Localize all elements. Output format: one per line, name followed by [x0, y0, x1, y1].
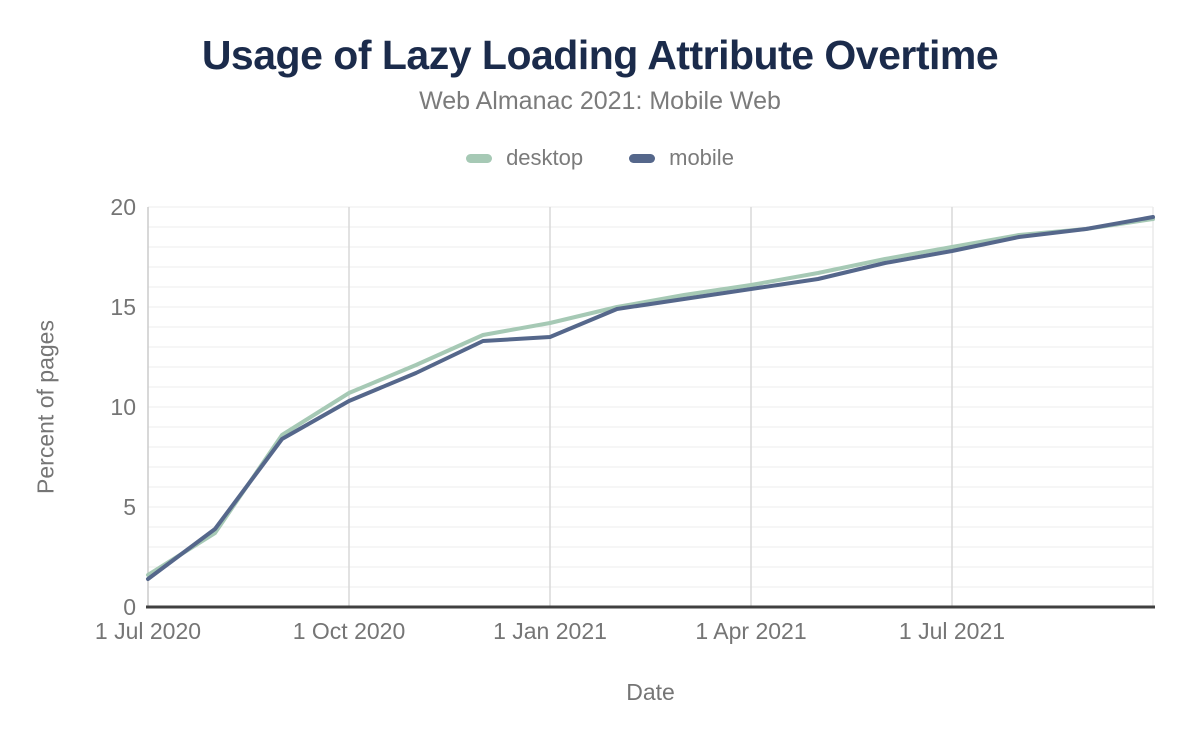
legend-label-desktop: desktop — [506, 145, 584, 170]
chart-legend: desktop mobile — [0, 145, 1200, 171]
mobile-series-line — [146, 215, 1155, 581]
y-tick-label: 0 — [123, 594, 136, 620]
legend-label-mobile: mobile — [669, 145, 734, 170]
desktop-series-swatch-icon — [466, 153, 493, 163]
y-tick-label: 5 — [123, 494, 136, 520]
y-tick-label: 10 — [110, 394, 136, 420]
x-tick-label: 1 Jan 2021 — [493, 618, 607, 644]
x-tick-label: 1 Jul 2020 — [94, 618, 202, 644]
x-tick-label: 1 Jul 2021 — [898, 618, 1006, 644]
y-tick-label: 15 — [110, 294, 136, 320]
legend-item-mobile: mobile — [629, 145, 734, 171]
desktop-series-line — [146, 217, 1155, 577]
legend-item-desktop: desktop — [466, 145, 583, 171]
x-axis-title: Date — [626, 679, 675, 705]
x-tick-label: 1 Oct 2020 — [292, 618, 406, 644]
chart-subtitle: Web Almanac 2021: Mobile Web — [419, 87, 781, 115]
y-tick-label: 20 — [110, 194, 136, 220]
mobile-series-swatch-icon — [629, 153, 656, 163]
chart-title: Usage of Lazy Loading Attribute Overtime — [201, 32, 999, 78]
x-tick-label: 1 Apr 2021 — [695, 618, 807, 644]
